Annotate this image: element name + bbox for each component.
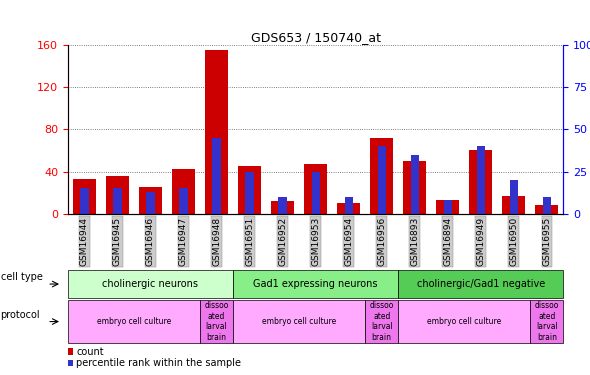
Bar xyxy=(106,176,129,214)
Bar xyxy=(411,154,419,214)
Text: protocol: protocol xyxy=(1,310,40,320)
Text: GSM16953: GSM16953 xyxy=(311,217,320,267)
Bar xyxy=(477,146,485,214)
Text: GSM16947: GSM16947 xyxy=(179,217,188,266)
Text: GSM16950: GSM16950 xyxy=(509,217,519,267)
Text: dissoo
ated
larval
brain: dissoo ated larval brain xyxy=(369,302,394,342)
Text: GSM16956: GSM16956 xyxy=(377,217,386,267)
Bar xyxy=(436,200,460,214)
Bar xyxy=(179,188,188,214)
Bar xyxy=(378,146,386,214)
Bar xyxy=(146,192,155,214)
Bar xyxy=(543,197,551,214)
Bar xyxy=(337,203,360,214)
Text: percentile rank within the sample: percentile rank within the sample xyxy=(76,358,241,368)
Text: cell type: cell type xyxy=(1,272,42,282)
Text: GSM16944: GSM16944 xyxy=(80,217,89,266)
Text: dissoo
ated
larval
brain: dissoo ated larval brain xyxy=(204,302,229,342)
Bar xyxy=(238,166,261,214)
Text: count: count xyxy=(76,347,104,357)
Text: GSM16893: GSM16893 xyxy=(410,217,419,267)
Bar xyxy=(312,172,320,214)
Text: embryo cell culture: embryo cell culture xyxy=(427,317,502,326)
Bar xyxy=(502,196,526,214)
Text: GSM16946: GSM16946 xyxy=(146,217,155,266)
Title: GDS653 / 150740_at: GDS653 / 150740_at xyxy=(251,31,381,44)
Bar xyxy=(444,200,452,214)
Text: GSM16945: GSM16945 xyxy=(113,217,122,266)
Bar xyxy=(205,50,228,214)
Bar xyxy=(271,201,294,214)
Bar xyxy=(304,164,327,214)
Text: embryo cell culture: embryo cell culture xyxy=(97,317,171,326)
Bar xyxy=(469,150,493,214)
Bar xyxy=(510,180,518,214)
Text: GSM16955: GSM16955 xyxy=(542,217,552,267)
Bar xyxy=(245,172,254,214)
Bar xyxy=(212,138,221,214)
Text: Gad1 expressing neurons: Gad1 expressing neurons xyxy=(253,279,378,289)
Text: GSM16949: GSM16949 xyxy=(476,217,486,266)
Bar xyxy=(370,138,394,214)
Bar xyxy=(403,161,427,214)
Text: GSM16948: GSM16948 xyxy=(212,217,221,266)
Bar xyxy=(535,206,559,214)
Bar xyxy=(172,170,195,214)
Text: GSM16954: GSM16954 xyxy=(344,217,353,266)
Text: cholinergic neurons: cholinergic neurons xyxy=(103,279,198,289)
Text: dissoo
ated
larval
brain: dissoo ated larval brain xyxy=(535,302,559,342)
Bar xyxy=(80,188,88,214)
Text: GSM16951: GSM16951 xyxy=(245,217,254,267)
Bar xyxy=(345,197,353,214)
Text: GSM16952: GSM16952 xyxy=(278,217,287,266)
Bar xyxy=(113,188,122,214)
Text: GSM16894: GSM16894 xyxy=(443,217,453,266)
Bar xyxy=(73,179,96,214)
Text: embryo cell culture: embryo cell culture xyxy=(262,317,336,326)
Bar xyxy=(278,197,287,214)
Bar xyxy=(139,188,162,214)
Text: cholinergic/Gad1 negative: cholinergic/Gad1 negative xyxy=(417,279,545,289)
